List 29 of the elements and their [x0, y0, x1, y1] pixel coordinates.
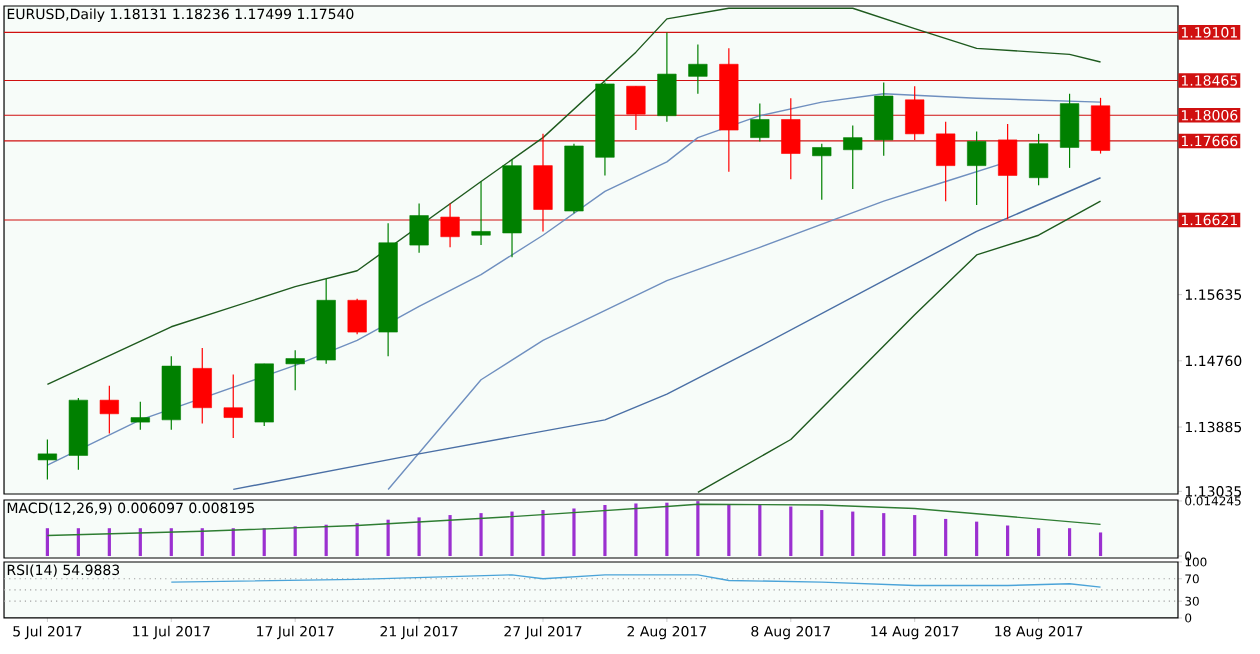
- candlestick: [99, 385, 119, 435]
- candlestick: [347, 298, 367, 335]
- candlestick: [1059, 93, 1080, 169]
- candlestick: [1090, 97, 1111, 155]
- candlestick: [781, 97, 801, 180]
- candlestick: [905, 85, 925, 141]
- line-series: [46, 93, 1102, 466]
- candlestick: [471, 180, 491, 246]
- candlestick: [874, 81, 894, 157]
- candlestick: [285, 349, 305, 391]
- candlestick: [657, 31, 677, 123]
- candlestick: [440, 202, 460, 248]
- candlestick: [533, 133, 553, 233]
- candlestick: [409, 202, 429, 254]
- candlestick: [37, 438, 57, 481]
- candlestick: [812, 143, 832, 201]
- line-series: [232, 177, 1102, 491]
- candlestick: [192, 347, 212, 425]
- candlestick: [843, 124, 863, 190]
- candlestick: [998, 123, 1018, 220]
- line-series: [697, 200, 1102, 494]
- candlestick: [936, 121, 956, 202]
- candlestick: [688, 43, 708, 95]
- candlestick: [1029, 133, 1049, 186]
- candlestick: [626, 85, 646, 131]
- candlestick: [223, 373, 243, 439]
- candlestick: [967, 130, 987, 206]
- candlestick: [130, 401, 150, 431]
- candlestick: [750, 102, 770, 143]
